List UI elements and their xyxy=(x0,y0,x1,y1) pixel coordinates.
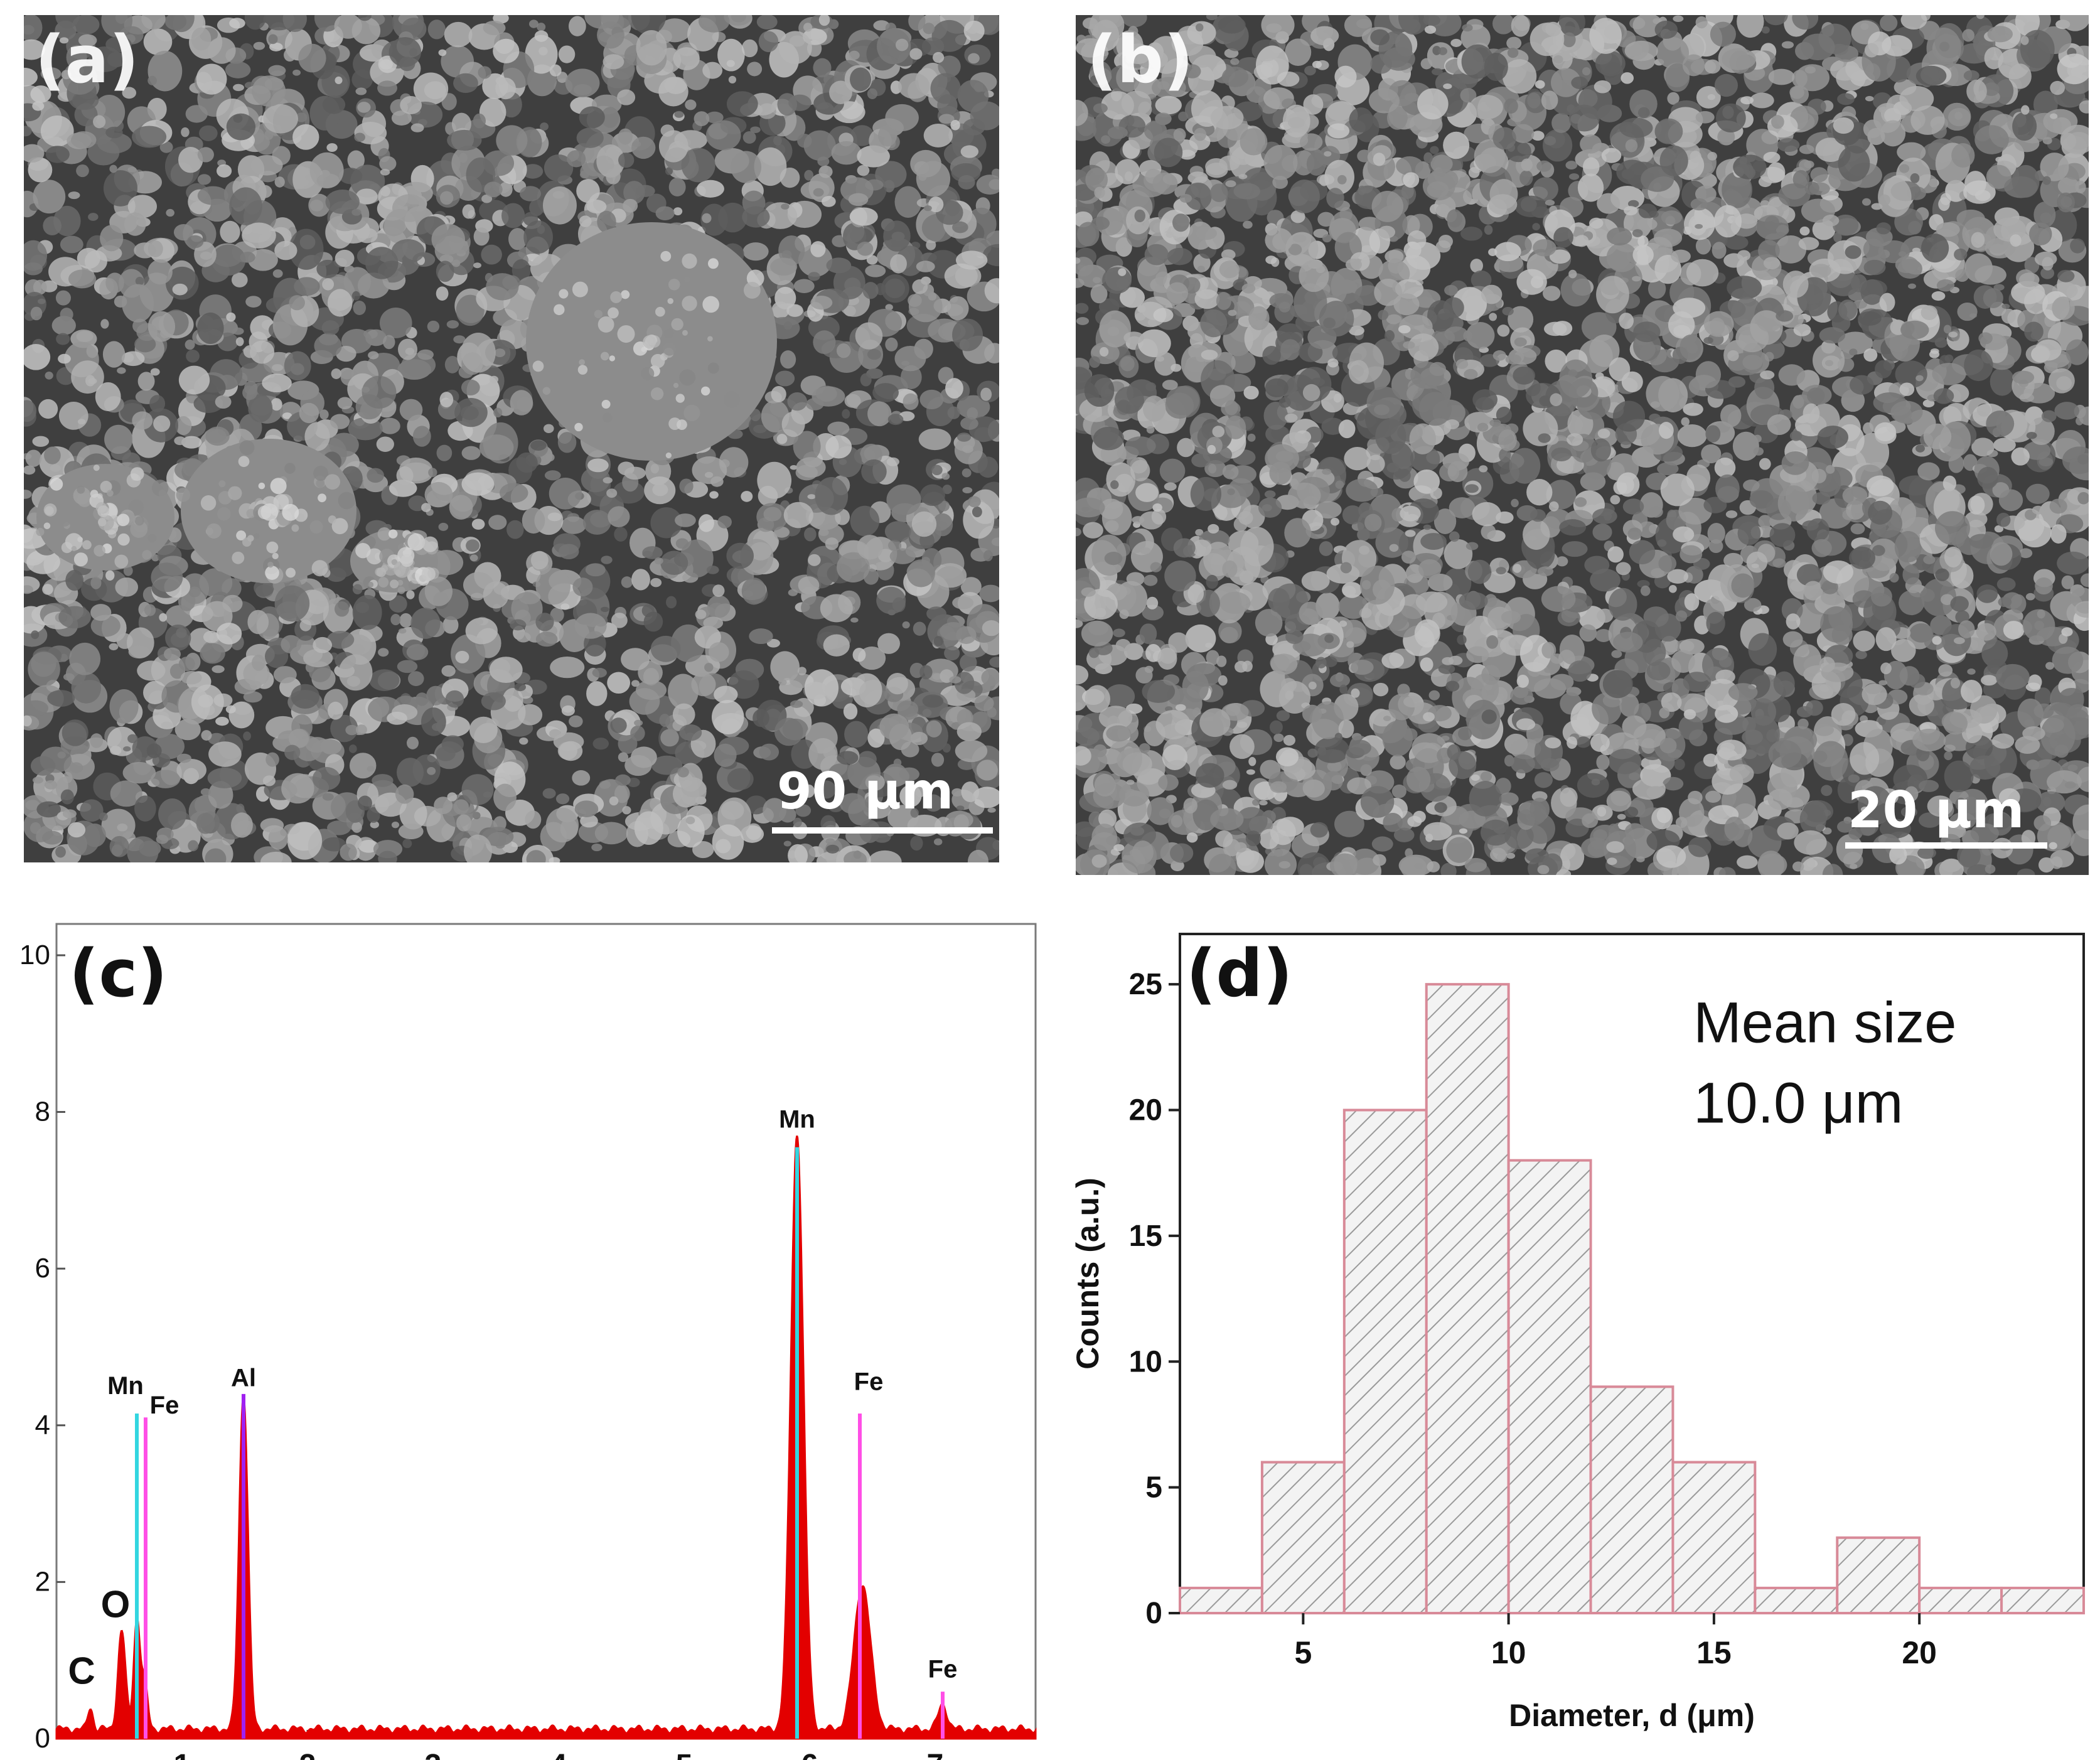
hist-x-tick-label: 10 xyxy=(1491,1635,1526,1670)
eds-x-tick-label: 6 xyxy=(801,1749,818,1760)
hist-y-axis-label: Counts (a.u.) xyxy=(1070,1178,1105,1370)
sem-image-b: (b) 20 μm xyxy=(1076,15,2089,875)
sem-b-texture xyxy=(1076,15,2089,875)
hist-bar xyxy=(1425,983,1510,1615)
eds-spectrum-panel: 02468101234567Energy (Kev)COMnFeAlMnFeFe… xyxy=(0,904,1054,1760)
hist-bar xyxy=(1754,1586,1839,1614)
eds-peak-label-mn: Mn xyxy=(107,1372,144,1400)
scale-bar-b xyxy=(1845,842,2047,849)
hist-bar xyxy=(1671,1461,1757,1614)
eds-y-tick-label: 4 xyxy=(35,1410,50,1441)
hist-bar xyxy=(2000,1586,2086,1614)
hist-y-tick-label: 25 xyxy=(1129,968,1162,1001)
eds-spectrum-series xyxy=(55,1135,1037,1740)
panel-letter-d: (d) xyxy=(1186,935,1293,1012)
eds-x-tick-label: 7 xyxy=(927,1749,944,1760)
hist-y-tick-label: 10 xyxy=(1129,1345,1162,1378)
eds-x-tick-label: 5 xyxy=(676,1749,693,1760)
eds-peak-label-al: Al xyxy=(231,1364,256,1392)
hist-annotation-line: 10.0 μm xyxy=(1693,1071,1903,1135)
eds-x-tick-label: 2 xyxy=(299,1749,316,1760)
eds-y-tick-label: 2 xyxy=(35,1566,50,1597)
hist-bar xyxy=(1179,1586,1263,1614)
hist-x-tick-label: 15 xyxy=(1696,1635,1732,1670)
hist-x-tick-label: 20 xyxy=(1902,1635,1937,1670)
eds-peak-label-fe: Fe xyxy=(928,1656,958,1683)
eds-y-tick-label: 0 xyxy=(35,1723,50,1754)
hist-y-tick-label: 5 xyxy=(1145,1471,1162,1505)
size-histogram-panel: 0 5 10 15 20 25 5 10 15 20 Diameter, d (μm) Counts … xyxy=(1054,904,2100,1760)
eds-y-tick-label: 8 xyxy=(35,1097,50,1127)
size-histogram-chart: 0 5 10 15 20 25 5 10 15 20 Diameter, d (μm) Counts … xyxy=(1070,933,2086,1733)
hist-bar xyxy=(1507,1159,1592,1614)
hist-annotation-line: Mean size xyxy=(1693,990,1956,1054)
hist-y-tick-label: 0 xyxy=(1145,1597,1162,1630)
eds-peak-label-fe: Fe xyxy=(150,1392,179,1419)
panel-letter-a: (a) xyxy=(35,21,139,98)
hist-bar xyxy=(1918,1586,2003,1614)
hist-bar xyxy=(1342,1108,1428,1615)
hist-bar xyxy=(1836,1536,1921,1614)
hist-bar xyxy=(1589,1385,1674,1614)
sem-a-texture xyxy=(24,15,999,862)
eds-x-tick-label: 4 xyxy=(550,1749,567,1760)
scale-bar-a xyxy=(772,827,993,834)
panel-letter-b: (b) xyxy=(1087,21,1194,98)
eds-peak-label-mn: Mn xyxy=(779,1106,815,1134)
eds-peak-label-c: C xyxy=(68,1650,95,1692)
hist-x-axis-label: Diameter, d (μm) xyxy=(1509,1698,1755,1733)
scale-bar-label-b: 20 μm xyxy=(1848,781,2025,839)
scale-bar-label-a: 90 μm xyxy=(777,762,954,820)
eds-y-tick-label: 6 xyxy=(35,1253,50,1284)
hist-x-tick-label: 5 xyxy=(1294,1635,1312,1670)
eds-plot-frame xyxy=(55,923,1037,1740)
hist-bar xyxy=(1260,1461,1346,1614)
eds-peak-label-fe: Fe xyxy=(854,1368,884,1396)
eds-x-tick-label: 3 xyxy=(425,1749,442,1760)
eds-x-tick-label: 1 xyxy=(174,1749,191,1760)
panel-letter-c: (c) xyxy=(69,935,168,1012)
hist-y-tick-label: 20 xyxy=(1129,1094,1162,1127)
hist-y-tick-label: 15 xyxy=(1129,1220,1162,1253)
eds-y-tick-label: 10 xyxy=(19,940,50,970)
eds-peak-label-o: O xyxy=(101,1584,131,1626)
sem-image-a: (a) 90 μm xyxy=(24,15,999,862)
